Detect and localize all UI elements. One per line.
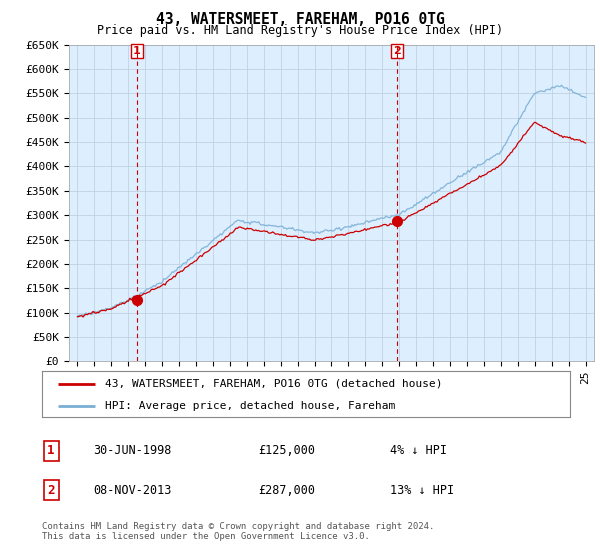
Text: 13% ↓ HPI: 13% ↓ HPI <box>390 483 454 497</box>
Text: 1: 1 <box>133 46 140 56</box>
Text: HPI: Average price, detached house, Fareham: HPI: Average price, detached house, Fare… <box>106 401 395 410</box>
Text: £287,000: £287,000 <box>258 483 315 497</box>
Text: 1: 1 <box>47 444 55 458</box>
Text: 43, WATERSMEET, FAREHAM, PO16 0TG (detached house): 43, WATERSMEET, FAREHAM, PO16 0TG (detac… <box>106 379 443 389</box>
Text: Price paid vs. HM Land Registry's House Price Index (HPI): Price paid vs. HM Land Registry's House … <box>97 24 503 37</box>
Text: 08-NOV-2013: 08-NOV-2013 <box>93 483 172 497</box>
Text: 30-JUN-1998: 30-JUN-1998 <box>93 444 172 458</box>
Text: Contains HM Land Registry data © Crown copyright and database right 2024.
This d: Contains HM Land Registry data © Crown c… <box>42 522 434 542</box>
Text: 4% ↓ HPI: 4% ↓ HPI <box>390 444 447 458</box>
Text: £125,000: £125,000 <box>258 444 315 458</box>
Text: 43, WATERSMEET, FAREHAM, PO16 0TG: 43, WATERSMEET, FAREHAM, PO16 0TG <box>155 12 445 27</box>
Text: 2: 2 <box>47 483 55 497</box>
Text: 2: 2 <box>393 46 401 56</box>
